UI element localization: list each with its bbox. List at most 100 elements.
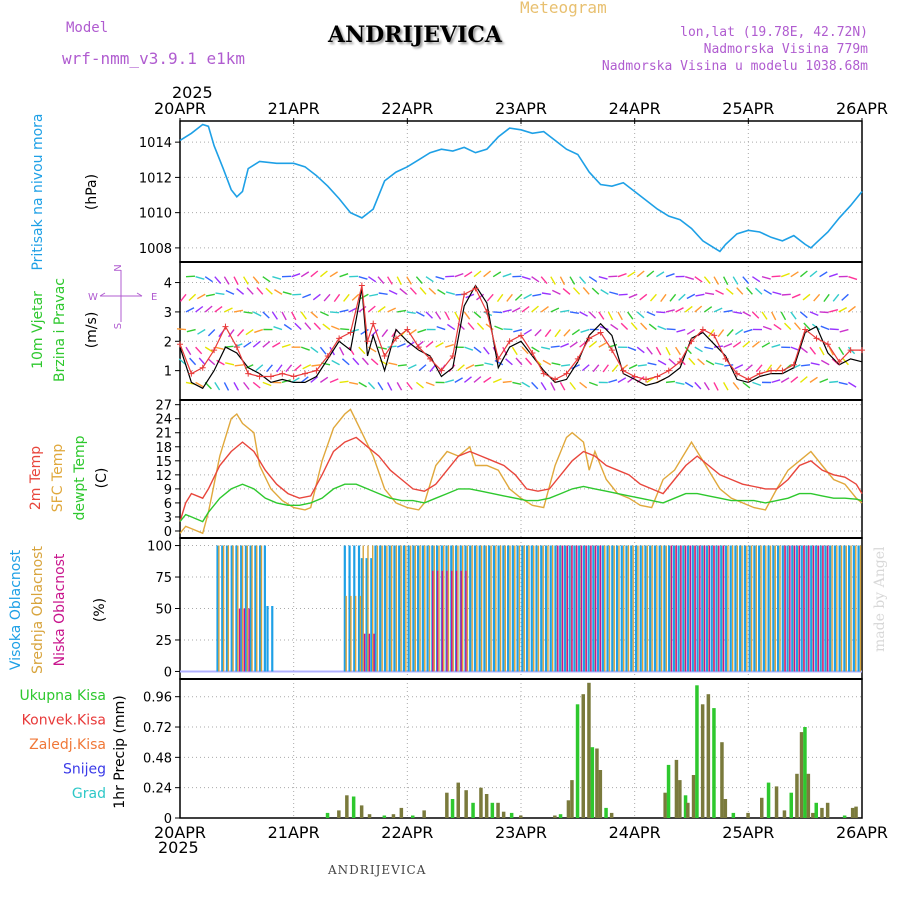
y-tick-label: 6 (164, 497, 172, 512)
wind-direction-arrow (637, 364, 647, 367)
wind-direction-arrow (582, 287, 590, 295)
wind-gust-marker (813, 335, 820, 342)
wind-direction-arrow (521, 381, 531, 388)
precip-bar (456, 782, 460, 818)
wind-gust-marker (290, 373, 297, 380)
wind-direction-arrow (273, 326, 283, 331)
y-tick-label: 24 (155, 413, 172, 428)
wind-direction-arrow (771, 379, 781, 384)
wind-gust-marker (756, 370, 763, 377)
wind-direction-arrow (665, 273, 675, 278)
y-tick-label: 12 (155, 469, 172, 484)
precip-bar (359, 805, 364, 818)
y-tick-label: 1012 (139, 171, 172, 186)
wind-direction-arrow (541, 292, 551, 295)
wind-direction-arrow (243, 311, 253, 314)
wind-direction-arrow (531, 346, 540, 353)
precip-bar (712, 708, 716, 818)
wind-direction-arrow (195, 346, 203, 355)
wind-direction-arrow (281, 379, 291, 384)
y-tick-label: 2 (164, 335, 172, 350)
wind-axis-title: 10m Vjetar (30, 291, 46, 369)
wind-direction-arrow (465, 364, 475, 370)
wind-direction-arrow (620, 322, 629, 331)
wind-direction-arrow (333, 293, 341, 303)
wind-direction-arrow (339, 380, 349, 384)
wind-direction-arrow (418, 364, 427, 372)
wind-direction-arrow (646, 270, 655, 278)
wind-direction-arrow (581, 364, 590, 372)
compass-south-label: S (113, 323, 124, 329)
wind-direction-arrow (397, 309, 407, 313)
wind-direction-arrow (703, 276, 711, 285)
wind-direction-arrow (791, 293, 801, 299)
wind-direction-arrow (752, 381, 762, 387)
wind-direction-arrow (265, 287, 273, 295)
wind-direction-arrow (293, 364, 302, 372)
wind-direction-arrow (492, 271, 502, 278)
wind-direction-arrow (195, 305, 204, 313)
wind-direction-arrow (802, 293, 811, 301)
y-tick-label: 0 (164, 812, 172, 827)
precip-bar (799, 732, 804, 818)
date-label-top: 21APR (268, 99, 320, 118)
wind-direction-arrow (252, 276, 260, 284)
wind-direction-arrow (368, 276, 377, 283)
wind-direction-arrow (617, 272, 627, 278)
wind-gust-marker (608, 347, 615, 354)
wind-direction-arrow (399, 288, 408, 295)
wind-direction-arrow (742, 381, 751, 389)
wind-direction-arrow (781, 293, 791, 296)
wind-direction-arrow (580, 328, 590, 333)
wind-direction-arrow (780, 377, 790, 383)
wind-direction-arrow (561, 364, 571, 367)
wind-direction-arrow (828, 273, 838, 278)
wind-direction-arrow (592, 364, 600, 373)
wind-direction-arrow (445, 343, 454, 348)
wind-direction-arrow (291, 273, 301, 278)
coords-label: lon,lat (19.78E, 42.72N) (680, 25, 868, 40)
elevation-label: Nadmorska Visina 779m (703, 42, 868, 57)
wind-direction-arrow (358, 305, 367, 313)
precip-bar (760, 797, 764, 818)
wind-direction-arrow (639, 293, 648, 301)
wind-gust-marker (438, 367, 445, 374)
wind-direction-arrow (360, 293, 369, 300)
wind-direction-arrow (820, 359, 830, 366)
wind-direction-arrow (694, 346, 703, 353)
wind-direction-arrow (697, 358, 705, 366)
wind-direction-arrow (339, 309, 349, 313)
precip-bar (700, 704, 705, 818)
wind-direction-arrow (542, 359, 552, 366)
wind-direction-arrow (655, 346, 662, 356)
wind-direction-arrow (340, 328, 350, 331)
year-top: 2025 (172, 83, 213, 102)
wind-direction-arrow (467, 322, 475, 330)
wind-direction-arrow (407, 364, 417, 370)
wind-direction-arrow (473, 346, 482, 354)
y-tick-label: 4 (164, 277, 172, 292)
wind-direction-arrow (560, 309, 570, 313)
wind-direction-arrow (780, 311, 787, 321)
wind-direction-arrow (675, 307, 684, 313)
wind-direction-arrow (773, 323, 782, 331)
wind-gust-marker (699, 326, 706, 333)
wind-direction-arrow (225, 362, 235, 366)
wind-direction-arrow (358, 381, 367, 388)
wind-direction-arrow (437, 289, 446, 295)
wind-direction-arrow (636, 311, 645, 319)
precip-bar (811, 812, 815, 818)
wind-gust-marker (461, 291, 468, 298)
precip-bar (590, 747, 595, 818)
wind-direction-arrow (608, 379, 618, 384)
wind-direction-arrow (331, 325, 340, 331)
precip-bar (587, 682, 591, 818)
wind-direction-arrow (790, 271, 799, 278)
wind-direction-arrow (304, 322, 312, 330)
wind-direction-arrow (243, 381, 250, 390)
wind-gust-marker (188, 370, 195, 377)
wind-direction-arrow (205, 293, 215, 297)
date-label-top: 23APR (495, 99, 547, 118)
date-label-bottom: 26APR (836, 823, 888, 842)
wind-direction-arrow (770, 311, 777, 321)
